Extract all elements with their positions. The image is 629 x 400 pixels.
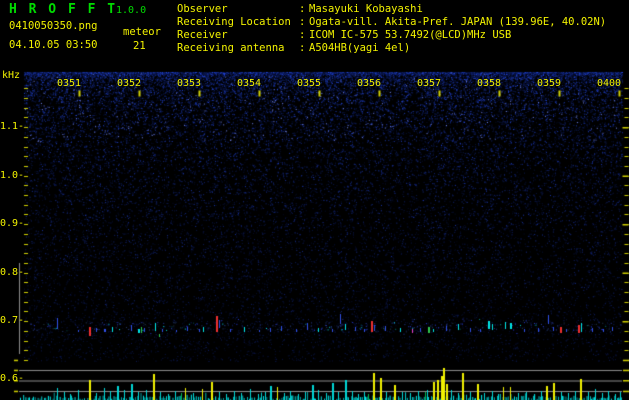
info-row-antenna: Receiving antenna: A504HB(yagi 4el) xyxy=(177,42,606,55)
info-label: Receiving antenna xyxy=(177,42,285,54)
info-colon: : xyxy=(299,3,306,15)
info-value: Ogata-vill. Akita-Pref. JAPAN (139.96E, … xyxy=(309,16,607,28)
info-colon: : xyxy=(299,29,306,41)
datetime-label: 04.10.05 03:50 xyxy=(9,39,98,51)
freq-unit-label: kHz xyxy=(2,70,21,81)
info-label: Observer xyxy=(177,3,228,15)
info-label: Receiving Location xyxy=(177,16,291,28)
mode-label: meteor xyxy=(123,26,161,38)
output-filename: 0410050350.png xyxy=(9,20,98,32)
app-version: 1.0.0 xyxy=(116,5,147,16)
info-value: ICOM IC-575 53.7492(@LCD)MHz USB xyxy=(309,29,512,41)
info-value: A504HB(yagi 4el) xyxy=(309,42,411,54)
app-title: H R O F F T xyxy=(9,2,118,17)
info-row-location: Receiving Location: Ogata-vill. Akita-Pre… xyxy=(177,16,606,29)
info-label: Receiver xyxy=(177,29,228,41)
info-value: Masayuki Kobayashi xyxy=(309,3,423,15)
info-row-observer: Observer: Masayuki Kobayashi xyxy=(177,3,606,16)
info-colon: : xyxy=(299,42,306,54)
station-info: Observer: Masayuki Kobayashi Receiving Lo… xyxy=(177,3,606,55)
info-colon: : xyxy=(299,16,306,28)
echo-count: 21 xyxy=(133,40,146,52)
info-row-receiver: Receiver: ICOM IC-575 53.7492(@LCD)MHz US… xyxy=(177,29,606,42)
